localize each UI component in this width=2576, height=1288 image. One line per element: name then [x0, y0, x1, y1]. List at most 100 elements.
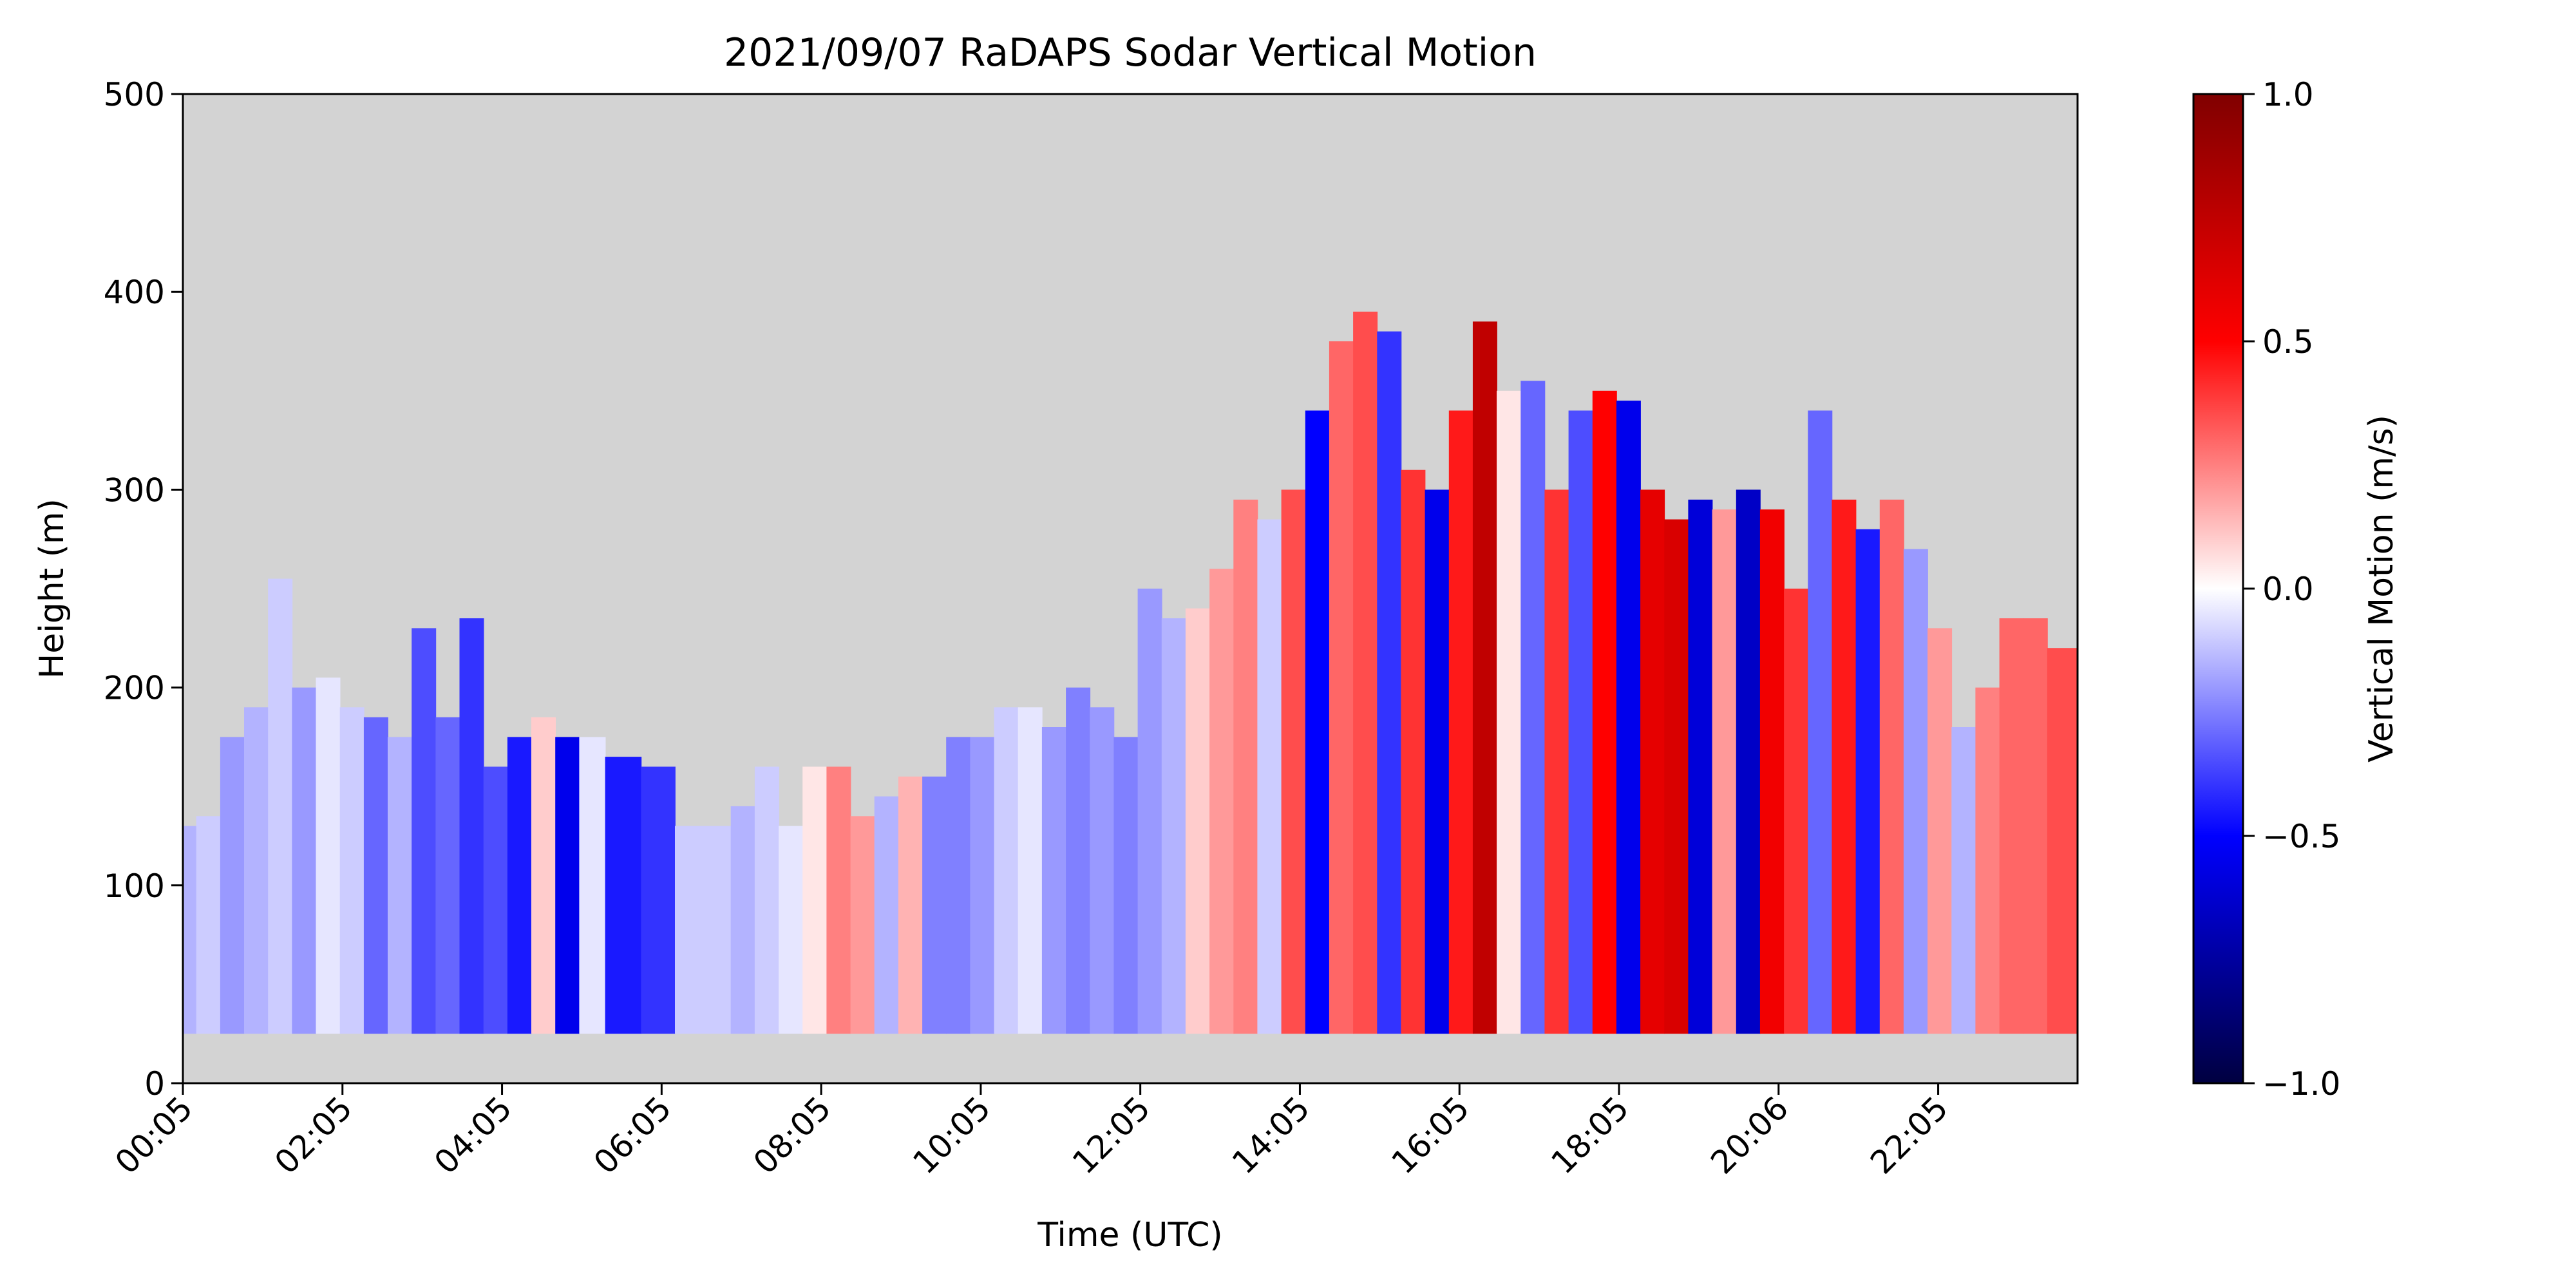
heatmap-cell [316, 677, 341, 1034]
heatmap-cell [388, 737, 412, 1034]
colorbar-tick-label: 0.5 [2262, 323, 2314, 361]
colorbar-tick-label: 0.0 [2262, 571, 2314, 608]
x-tick-label: 16:05 [1385, 1089, 1477, 1181]
heatmap-cell [292, 687, 317, 1034]
heatmap-cell [1712, 509, 1737, 1034]
x-axis-label: Time (UTC) [1037, 1216, 1222, 1255]
heatmap-cell [1903, 549, 1928, 1034]
colorbar-tick-label: 1.0 [2262, 76, 2314, 113]
heatmap-cell [483, 766, 508, 1034]
colorbar-tick-label: −1.0 [2262, 1065, 2340, 1103]
heatmap-cell [363, 717, 388, 1034]
heatmap-cell [1592, 390, 1617, 1034]
heatmap-cell [1951, 727, 1976, 1034]
heatmap-cell [1041, 727, 1066, 1034]
heatmap-cell [874, 796, 899, 1034]
plot-frame [182, 93, 2079, 1084]
heatmap-cell [1664, 519, 1689, 1034]
heatmap-cell [994, 707, 1019, 1034]
x-tick-label: 14:05 [1225, 1089, 1317, 1181]
x-tick-label: 20:06 [1703, 1089, 1795, 1181]
heatmap-cell [1975, 687, 2000, 1034]
heatmap-cell [946, 737, 971, 1034]
heatmap-cell [183, 826, 197, 1034]
heatmap-cell [507, 737, 532, 1034]
heatmap-cell [1018, 707, 1043, 1034]
heatmap-cell [2047, 648, 2078, 1034]
heatmap-cell [605, 757, 642, 1034]
heatmap-cell [1209, 569, 1235, 1034]
heatmap-layer [183, 311, 2078, 1034]
heatmap-cell [435, 717, 460, 1034]
heatmap-cell [1161, 618, 1186, 1034]
y-tick-label: 100 [104, 867, 165, 905]
heatmap-cell [1832, 499, 1857, 1034]
heatmap-cell [1616, 401, 1641, 1034]
heatmap-cell [1401, 469, 1426, 1034]
x-tick-label: 12:05 [1065, 1089, 1157, 1181]
heatmap-cell [850, 816, 875, 1034]
x-tick-label: 08:05 [746, 1089, 838, 1181]
colorbar-axis: −1.0 −0.5 0.0 0.5 1.0 [2243, 76, 2340, 1103]
heatmap-cell [1257, 519, 1282, 1034]
heatmap-cell [579, 737, 606, 1034]
heatmap-cell [1688, 499, 1713, 1034]
heatmap-cell [459, 618, 484, 1034]
heatmap-cell [1185, 608, 1210, 1034]
heatmap-cell [802, 766, 828, 1034]
heatmap-cell [1472, 321, 1497, 1034]
heatmap-cell [1066, 687, 1091, 1034]
heatmap-cell [675, 826, 704, 1034]
colorbar-label: Vertical Motion (m/s) [2362, 415, 2401, 762]
heatmap-cell [244, 707, 269, 1034]
heatmap-cell [1353, 311, 1378, 1034]
heatmap-cell [1855, 529, 1880, 1034]
y-tick-label: 200 [104, 670, 165, 707]
heatmap-cell [339, 707, 365, 1034]
heatmap-cell [1090, 707, 1115, 1034]
x-tick-label: 10:05 [905, 1089, 998, 1181]
x-axis: 00:05 02:05 04:05 06:05 08:05 10:05 12:05 14:05… [108, 1083, 1955, 1181]
heatmap-cell [531, 717, 556, 1034]
heatmap-cell [1137, 589, 1162, 1034]
heatmap-cell [268, 578, 293, 1034]
heatmap-cell [1520, 381, 1546, 1034]
heatmap-cell [555, 737, 580, 1034]
x-tick-label: 22:05 [1863, 1089, 1955, 1181]
heatmap-cell [1425, 489, 1450, 1034]
heatmap-cell [779, 826, 804, 1034]
y-axis: 0 100 200 300 400 500 [104, 76, 183, 1103]
x-tick-label: 00:05 [108, 1089, 200, 1181]
heatmap-cell [220, 737, 245, 1034]
heatmap-cell [1281, 489, 1306, 1034]
x-tick-label: 06:05 [587, 1089, 679, 1181]
heatmap-cell [412, 628, 437, 1034]
heatmap-cell [2023, 618, 2048, 1034]
heatmap-cell [1544, 489, 1569, 1034]
chart-title: 2021/09/07 RaDAPS Sodar Vertical Motion [724, 30, 1537, 75]
heatmap-cell [641, 766, 676, 1034]
x-tick-label: 02:05 [267, 1089, 359, 1181]
x-tick-label: 04:05 [427, 1089, 519, 1181]
heatmap-cell [970, 737, 995, 1034]
heatmap-cell [1113, 737, 1139, 1034]
heatmap-cell [1808, 410, 1833, 1034]
heatmap-cell [703, 826, 732, 1034]
y-tick-label: 500 [104, 76, 165, 113]
heatmap-cell [922, 776, 947, 1034]
heatmap-cell [1736, 489, 1761, 1034]
heatmap-cell [754, 766, 779, 1034]
heatmap-cell [826, 766, 851, 1034]
heatmap-cell [1568, 410, 1593, 1034]
heatmap-cell [898, 776, 923, 1034]
y-tick-label: 300 [104, 471, 165, 509]
heatmap-cell [1448, 410, 1473, 1034]
heatmap-cell [1879, 499, 1904, 1034]
y-tick-label: 0 [144, 1065, 165, 1103]
heatmap-cell [1927, 628, 1953, 1034]
heatmap-cell [1640, 489, 1665, 1034]
heatmap-cell [1233, 499, 1258, 1034]
heatmap-cell [1497, 390, 1522, 1034]
heatmap-cell [1759, 509, 1785, 1034]
